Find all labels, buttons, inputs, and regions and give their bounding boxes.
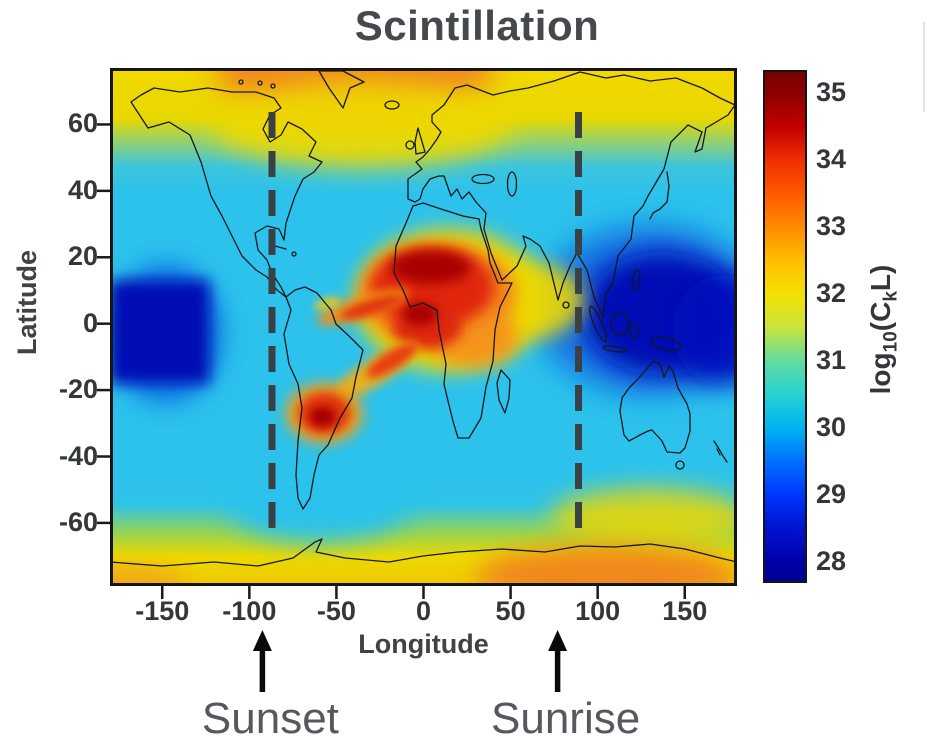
coast-new-guinea (650, 336, 682, 352)
y-axis-label: Latitude (12, 250, 42, 355)
coast-tasmania (675, 460, 685, 470)
region-atlantic-wing-red (340, 295, 402, 320)
coast-cuba (274, 245, 287, 250)
coast-north-america (130, 87, 323, 298)
y-tick-label: 20 (67, 241, 98, 272)
region-africa-darkred-south (402, 302, 438, 326)
region-south-auroral-yellow-lift (550, 488, 737, 545)
coast-caspian-sea (506, 171, 518, 197)
coast-hispaniola (291, 251, 297, 257)
colorbar-tick-label: 32 (816, 277, 847, 308)
page-title: Scintillation (354, 2, 600, 49)
x-tick-label: 150 (662, 596, 708, 626)
coast-philippines (631, 269, 641, 291)
cb-unit-mid: (C (865, 301, 896, 332)
coast-madagascar (496, 369, 511, 414)
x-tick-label: 0 (415, 596, 432, 626)
region-pacific-west-navy-patch (110, 280, 210, 384)
coast-borneo (610, 312, 630, 336)
coastlines (110, 70, 737, 567)
colorbar (763, 70, 807, 583)
coast-arctic-island-3 (238, 79, 244, 85)
colorbar-tick-label: 33 (816, 210, 847, 241)
coast-ireland (405, 140, 415, 150)
x-tick-label: -100 (222, 596, 277, 626)
coast-south-america (283, 286, 364, 510)
coast-britain (414, 127, 426, 155)
colorbar-tick-label: 31 (816, 345, 847, 376)
coast-arctic-island-2 (270, 83, 276, 89)
colorbar-tick-label: 28 (816, 546, 847, 577)
region-brazil-tail-red (366, 342, 418, 378)
region-atlantic-wing-tip (314, 296, 342, 311)
coast-arctic-island-1 (257, 80, 263, 86)
x-tick-label: 50 (495, 596, 526, 626)
cb-unit-subk: k (880, 291, 902, 302)
x-axis-label: Longitude (358, 629, 489, 659)
plot-frame (110, 68, 737, 586)
coast-new-zealand (713, 440, 728, 463)
y-tick-label: 40 (67, 174, 98, 205)
coast-japan (649, 171, 670, 220)
coast-africa (393, 202, 513, 439)
coast-sri-lanka (562, 301, 570, 309)
coast-black-sea (471, 173, 495, 185)
region-africa-darkred-north (390, 250, 471, 284)
x-tick-label: -150 (135, 596, 190, 626)
y-tick-label: 0 (82, 307, 98, 338)
region-south-auroral-orange-right (475, 546, 737, 586)
region-south-atlantic-darkred-core (309, 406, 336, 427)
colorbar-unit-label: log10(CkL) (865, 242, 903, 417)
sunset-label: Sunset (201, 694, 339, 743)
x-tick-label: 100 (575, 596, 621, 626)
coast-sulawesi (629, 323, 639, 339)
region-south-polar-cyan-dip (228, 471, 410, 542)
coast-iceland (384, 100, 400, 110)
y-tick-label: -60 (58, 506, 98, 537)
y-tick-label: -40 (58, 440, 98, 471)
colorbar-tick-label: 34 (816, 143, 847, 174)
sunrise-label: Sunrise (491, 694, 641, 743)
coast-sumatra (589, 305, 607, 343)
colorbar-tick-label: 35 (816, 76, 847, 107)
x-tick-label: -50 (316, 596, 356, 626)
region-north-auroral-yellow-bulge (212, 81, 513, 168)
scan-artifact-line (923, 22, 925, 112)
coast-eurasia (407, 71, 736, 318)
colorbar-tick-label: 30 (816, 412, 847, 443)
terminator-lines-layer (268, 112, 583, 530)
cb-unit-prefix: log (865, 352, 896, 395)
coast-australia (619, 360, 691, 454)
region-south-auroral-orange-left (110, 566, 187, 586)
cb-unit-suffix: L) (865, 264, 896, 292)
region-pacific-east-navy-edge (672, 275, 737, 386)
y-tick-label: -20 (58, 374, 98, 405)
world-heatmap (110, 68, 737, 586)
coast-antarctica (110, 538, 737, 567)
y-tick-label: 60 (67, 108, 98, 139)
coast-java (602, 345, 628, 353)
colorbar-tick-label: 29 (816, 479, 847, 510)
cb-unit-sub10: 10 (880, 331, 902, 353)
